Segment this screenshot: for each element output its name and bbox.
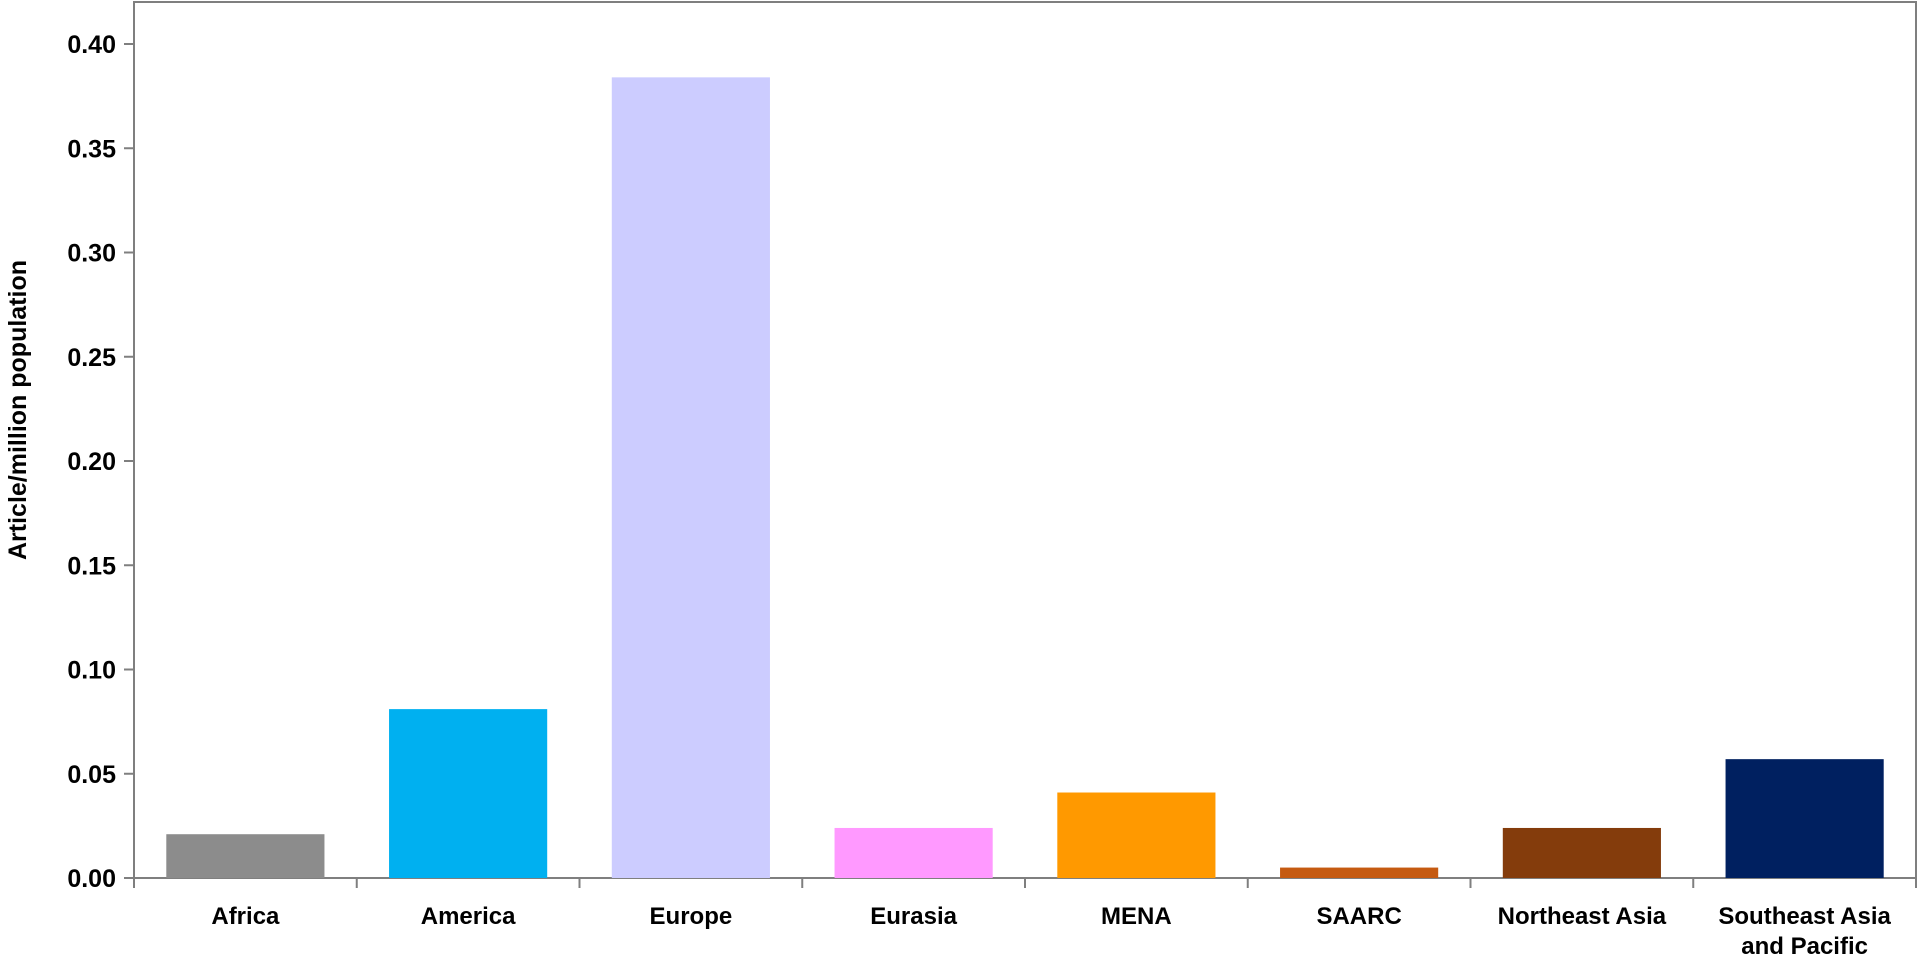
x-axis: Africa America Europe Eurasia MENA SAARC North… bbox=[133, 878, 1917, 960]
x-tick-label: Europe bbox=[650, 903, 733, 930]
x-tick-label-line: Europe bbox=[650, 903, 733, 930]
x-tick-label-line: MENA bbox=[1101, 903, 1172, 930]
bar bbox=[1725, 759, 1884, 878]
y-tick-label: 0.35 bbox=[67, 135, 116, 163]
bar bbox=[1280, 867, 1439, 878]
x-tick-label: Northeast Asia bbox=[1498, 903, 1667, 930]
y-tick-label: 0.10 bbox=[67, 657, 116, 685]
y-axis-title: Article/million population bbox=[4, 260, 32, 560]
bar bbox=[166, 834, 325, 878]
x-tick-label-line: Eurasia bbox=[870, 903, 957, 930]
bar bbox=[611, 77, 770, 879]
x-tick-label: SAARC bbox=[1316, 903, 1401, 930]
x-tick-label-line: Africa bbox=[211, 903, 280, 930]
y-tick-label: 0.20 bbox=[67, 448, 116, 476]
y-tick-label: 0.05 bbox=[67, 761, 116, 789]
bars bbox=[166, 77, 1884, 879]
x-tick-label-line: America bbox=[421, 903, 516, 930]
y-axis: 0.00 0.05 0.10 0.15 0.20 0.25 0.30 0.35 0.40 bbox=[67, 31, 134, 893]
x-tick-label: Southeast Asia and Pacific bbox=[1718, 903, 1891, 960]
bar bbox=[389, 709, 548, 878]
x-tick-label-line: and Pacific bbox=[1741, 933, 1868, 960]
x-tick-label-line: Northeast Asia bbox=[1498, 903, 1667, 930]
x-tick-label-line: SAARC bbox=[1316, 903, 1401, 930]
y-tick-label: 0.25 bbox=[67, 344, 116, 372]
x-tick-label: America bbox=[421, 903, 516, 930]
y-tick-label: 0.30 bbox=[67, 240, 116, 268]
y-tick-label: 0.40 bbox=[67, 31, 116, 59]
y-tick-label: 0.15 bbox=[67, 552, 116, 580]
x-tick-label: Eurasia bbox=[870, 903, 957, 930]
y-tick-label: 0.00 bbox=[67, 865, 116, 893]
x-tick-label-line: Southeast Asia bbox=[1718, 903, 1891, 930]
bar bbox=[1502, 827, 1661, 878]
x-tick-label: Africa bbox=[211, 903, 280, 930]
bar bbox=[1057, 792, 1216, 878]
bar bbox=[834, 827, 993, 878]
x-tick-label: MENA bbox=[1101, 903, 1172, 930]
